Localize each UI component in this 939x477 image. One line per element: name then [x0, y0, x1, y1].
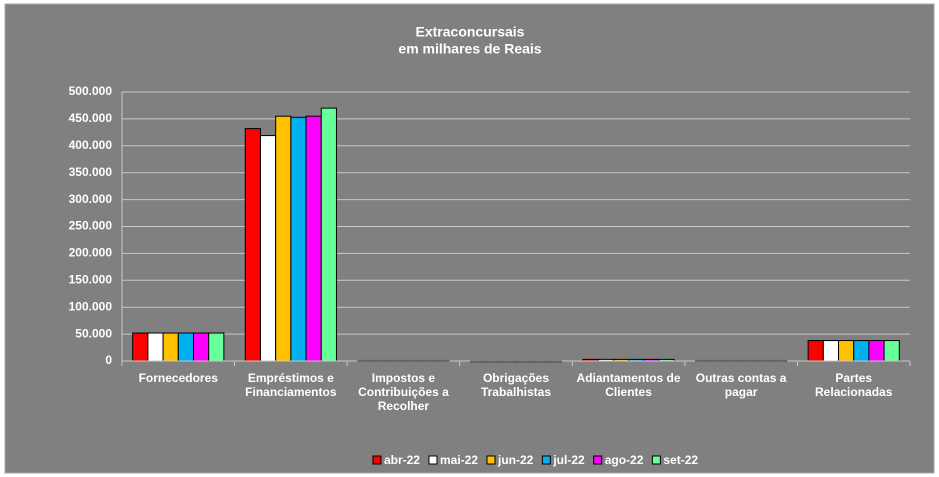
- bar: [132, 332, 149, 362]
- bar: [259, 135, 277, 362]
- legend-label: set-22: [663, 453, 698, 467]
- y-tick-label: 200.000: [69, 246, 113, 260]
- x-tick-label: Impostos e Contribuições a Recolher: [358, 371, 449, 413]
- y-tick-label: 0: [105, 353, 112, 367]
- bar: [838, 340, 855, 362]
- y-tick-label: 100.000: [69, 299, 113, 313]
- y-tick-label: 250.000: [69, 219, 113, 233]
- legend-swatch: [541, 455, 551, 465]
- y-tick-label: 500.000: [69, 84, 113, 98]
- bar: [147, 332, 164, 362]
- bar: [853, 340, 870, 362]
- x-tick-label: Adiantamentos de Clientes: [576, 371, 681, 399]
- chart-title: Extraconcursais: [416, 24, 525, 40]
- bar: [822, 340, 840, 362]
- legend-label: mai-22: [440, 453, 478, 467]
- legend-swatch: [651, 455, 661, 465]
- bar: [305, 115, 322, 362]
- bar: [275, 115, 292, 362]
- bar: [177, 332, 194, 362]
- chart-subtitle: em milhares de Reais: [398, 41, 541, 57]
- legend-label: jul-22: [552, 453, 585, 467]
- y-tick-label: 450.000: [69, 111, 113, 125]
- bar: [868, 340, 885, 362]
- x-tick-label: Outras contas a pagar: [695, 371, 787, 399]
- bar: [290, 116, 307, 362]
- bar: [192, 332, 210, 362]
- legend-swatch: [428, 455, 438, 465]
- bar: [807, 340, 824, 362]
- y-tick-label: 350.000: [69, 165, 113, 179]
- bar: [320, 107, 337, 362]
- legend-swatch: [593, 455, 603, 465]
- bar: [883, 340, 900, 362]
- bar: [208, 332, 225, 362]
- bar: [162, 332, 179, 362]
- y-tick-label: 50.000: [75, 326, 112, 340]
- y-tick-label: 150.000: [69, 272, 113, 286]
- x-tick-label: Empréstimos e Financiamentos: [245, 371, 337, 399]
- bar: [244, 128, 261, 362]
- x-tick-label: Fornecedores: [138, 371, 218, 385]
- legend-swatch: [372, 455, 382, 465]
- background: [4, 3, 935, 474]
- legend-label: ago-22: [605, 453, 644, 467]
- x-tick-label: Partes Relacionadas: [815, 371, 893, 399]
- y-tick-label: 400.000: [69, 138, 113, 152]
- legend-label: abr-22: [384, 453, 420, 467]
- legend-label: jun-22: [497, 453, 534, 467]
- x-tick-label: Obrigações Trabalhistas: [480, 371, 551, 399]
- y-tick-label: 300.000: [69, 192, 113, 206]
- legend-swatch: [486, 455, 496, 465]
